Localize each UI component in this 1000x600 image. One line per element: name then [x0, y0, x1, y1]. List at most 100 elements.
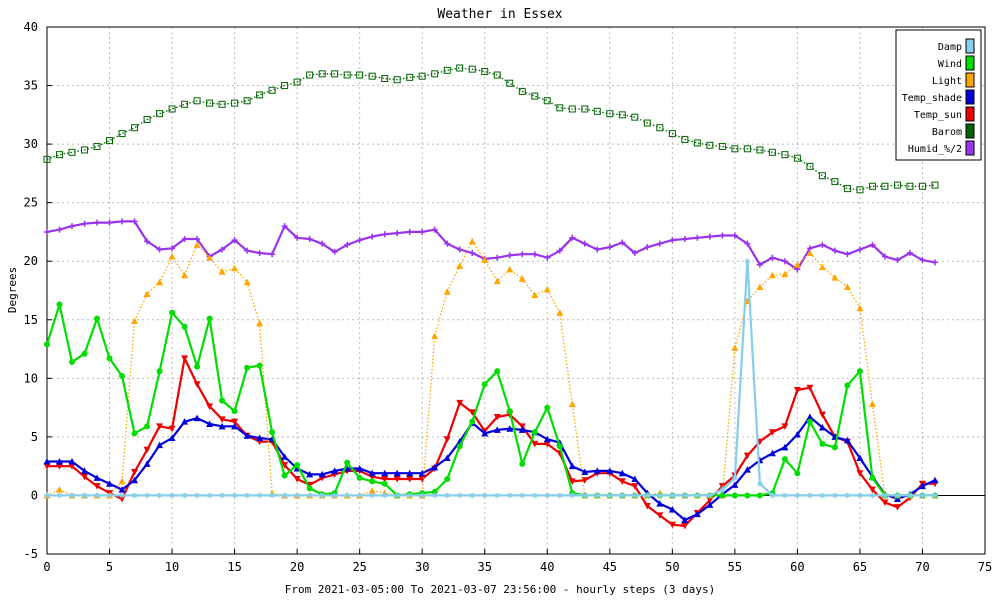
data-point: [931, 181, 939, 189]
data-point: [468, 65, 476, 73]
data-point: [156, 110, 164, 118]
data-point: [356, 237, 363, 244]
data-point: [894, 492, 901, 499]
data-point: [68, 457, 76, 465]
data-point: [193, 381, 201, 388]
data-point: [856, 470, 864, 477]
data-point: [868, 486, 876, 494]
data-point: [781, 151, 789, 159]
data-point: [131, 469, 139, 476]
data-point: [456, 492, 463, 499]
data-point: [556, 492, 563, 499]
data-point: [481, 68, 489, 76]
data-point: [856, 454, 864, 461]
data-point: [756, 146, 764, 154]
data-point: [244, 364, 251, 371]
data-point: [419, 228, 426, 235]
data-point: [256, 91, 264, 99]
data-point: [143, 446, 151, 454]
data-point: [843, 436, 851, 444]
data-point: [356, 492, 363, 499]
data-point: [594, 492, 601, 499]
data-point: [368, 487, 376, 494]
data-point: [919, 492, 926, 499]
data-point: [731, 481, 739, 488]
data-point: [293, 476, 301, 483]
data-point: [594, 246, 601, 253]
data-point: [606, 110, 614, 118]
x-axis-label: From 2021-03-05:00 To 2021-03-07 23:56:0…: [285, 583, 715, 596]
y-axis-label: Degrees: [6, 267, 19, 313]
data-point: [156, 441, 164, 449]
data-point: [69, 358, 76, 365]
data-point: [894, 257, 901, 264]
data-point: [118, 477, 126, 485]
data-point: [356, 71, 364, 79]
plot-frame: [46, 26, 986, 555]
data-point: [144, 423, 151, 430]
data-point: [206, 99, 214, 107]
data-point: [731, 344, 739, 351]
data-point: [806, 418, 813, 425]
data-point: [356, 465, 364, 472]
data-point: [843, 185, 851, 193]
data-point: [668, 521, 676, 529]
data-point: [393, 476, 401, 483]
data-point: [493, 426, 501, 433]
y-tick-label: 35: [24, 79, 38, 93]
data-point: [618, 478, 626, 485]
data-point: [493, 71, 501, 79]
data-point: [743, 145, 751, 153]
data-point: [731, 232, 738, 239]
legend-label: Wind: [938, 59, 962, 70]
data-point: [444, 476, 451, 483]
data-point: [318, 70, 326, 78]
data-point: [343, 71, 351, 79]
data-point: [206, 315, 213, 322]
data-point: [443, 454, 451, 461]
data-point: [369, 233, 376, 240]
data-point: [706, 233, 713, 240]
data-point: [818, 424, 826, 431]
data-point: [494, 368, 501, 375]
data-point: [44, 228, 50, 235]
data-point: [506, 265, 514, 273]
data-point: [256, 250, 263, 257]
data-point: [43, 457, 51, 465]
data-point: [831, 178, 839, 186]
data-point: [556, 104, 564, 112]
data-point: [819, 492, 826, 499]
data-point: [856, 304, 864, 312]
data-point: [444, 492, 451, 499]
data-point: [593, 107, 601, 115]
data-point: [131, 124, 139, 132]
data-point: [331, 248, 338, 255]
data-point: [831, 492, 838, 499]
data-point: [556, 309, 564, 316]
data-point: [206, 492, 213, 499]
data-point: [94, 492, 101, 499]
data-point: [69, 223, 76, 230]
legend-swatch: [965, 140, 975, 156]
data-point: [394, 492, 401, 499]
data-point: [781, 456, 788, 463]
data-point: [619, 492, 626, 499]
series-layer: [43, 64, 939, 530]
data-point: [793, 154, 801, 162]
data-point: [269, 251, 276, 258]
legend-swatch: [965, 55, 975, 71]
data-point: [819, 440, 826, 447]
data-point: [69, 492, 76, 499]
data-point: [893, 495, 901, 502]
data-point: [744, 240, 751, 247]
y-tick-label: 20: [24, 254, 38, 268]
data-point: [844, 251, 851, 258]
data-point: [519, 492, 526, 499]
data-point: [381, 231, 388, 238]
data-point: [169, 309, 176, 316]
data-point: [844, 492, 851, 499]
series-line-temp-sun: [47, 357, 935, 528]
x-tick-label: 65: [853, 560, 867, 574]
